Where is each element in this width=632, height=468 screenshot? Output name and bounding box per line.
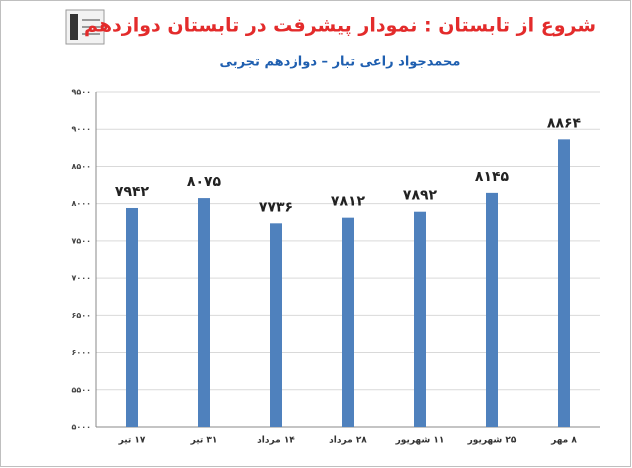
bar xyxy=(198,198,210,427)
value-label: ۸۱۴۵ xyxy=(475,169,510,185)
y-tick-label: ۵۵۰۰ xyxy=(71,385,91,394)
value-label: ۷۷۳۶ xyxy=(259,199,293,215)
y-tick-label: ۷۵۰۰ xyxy=(71,236,91,245)
y-tick-label: ۵۰۰۰ xyxy=(71,423,91,432)
chart-subtitle: محمدجواد راعی تبار – دوازدهم تجربی xyxy=(220,55,461,70)
chart-title: شروع از تابستان : نمودار پیشرفت در تابست… xyxy=(84,15,596,37)
y-tick-label: ۷۰۰۰ xyxy=(71,274,91,283)
y-tick-label: ۶۵۰۰ xyxy=(71,311,91,320)
value-label: ۸۰۷۵ xyxy=(187,174,222,190)
logo xyxy=(65,9,105,45)
x-tick-label: ۱۴ مرداد xyxy=(257,436,295,446)
x-tick-label: ۲۵ شهریور xyxy=(467,436,517,446)
bar xyxy=(486,192,498,427)
bar xyxy=(126,207,138,427)
value-label: ۷۹۴۲ xyxy=(115,184,150,200)
x-tick-label: ۳۱ تیر xyxy=(190,436,218,446)
y-tick-label: ۸۰۰۰ xyxy=(71,199,91,208)
y-tick-label: ۹۰۰۰ xyxy=(71,125,91,134)
value-label: ۷۸۹۲ xyxy=(403,188,438,204)
x-tick-label: ۱۱ شهریور xyxy=(395,436,445,446)
bar xyxy=(414,211,426,427)
x-tick-label: ۲۸ مرداد xyxy=(329,436,367,446)
x-tick-label: ۸ مهر xyxy=(550,436,577,446)
value-label: ۸۸۶۴ xyxy=(547,115,582,131)
y-tick-label: ۶۰۰۰ xyxy=(71,348,91,357)
y-tick-label: ۸۵۰۰ xyxy=(71,162,91,171)
value-label: ۷۸۱۲ xyxy=(331,194,366,210)
bar xyxy=(342,217,354,427)
x-tick-label: ۱۷ تیر xyxy=(118,436,146,446)
bar xyxy=(558,139,570,427)
bar xyxy=(270,223,282,427)
y-tick-label: ۹۵۰۰ xyxy=(71,88,91,97)
